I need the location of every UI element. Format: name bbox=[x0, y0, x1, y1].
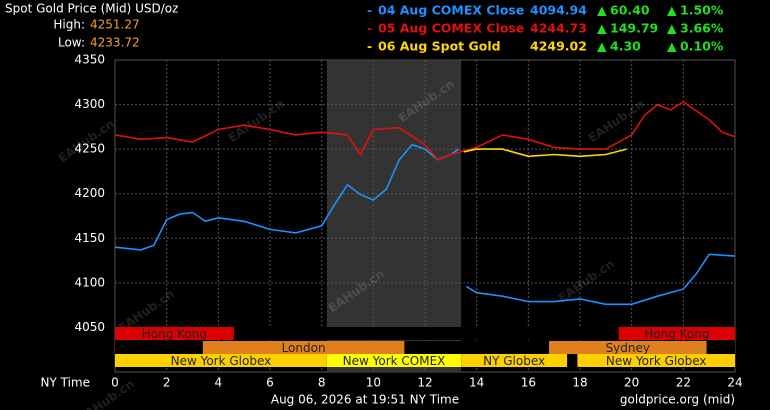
session-label: NY Globex bbox=[483, 354, 545, 368]
low-value: 4233.72 bbox=[90, 36, 140, 50]
legend-arrow: ▲ bbox=[597, 39, 607, 54]
legend-change: 4.30 bbox=[610, 39, 641, 54]
y-tick-label: 4300 bbox=[74, 97, 105, 111]
legend-dash: - bbox=[367, 39, 372, 54]
low-label: Low: bbox=[58, 36, 85, 50]
y-tick-label: 4050 bbox=[74, 320, 105, 334]
legend-close: 4249.02 bbox=[530, 39, 587, 54]
legend-change-pct: 1.50% bbox=[680, 3, 724, 18]
y-tick-label: 4250 bbox=[74, 142, 105, 156]
session-label: Sydney bbox=[606, 341, 650, 355]
high-value: 4251.27 bbox=[90, 18, 140, 32]
legend-name: 06 Aug Spot Gold bbox=[378, 39, 501, 54]
session-bar bbox=[115, 354, 327, 367]
session-label: New York Globex bbox=[606, 354, 707, 368]
x-tick-label: 4 bbox=[215, 376, 223, 390]
x-axis-label: NY Time bbox=[41, 376, 91, 390]
x-tick-label: 2 bbox=[163, 376, 171, 390]
session-label: London bbox=[282, 341, 326, 355]
y-tick-label: 4100 bbox=[74, 275, 105, 289]
series-line bbox=[114, 143, 736, 306]
x-tick-label: 20 bbox=[624, 376, 639, 390]
legend-change-pct: 0.10% bbox=[680, 39, 724, 54]
legend-close: 4244.73 bbox=[530, 21, 587, 36]
x-tick-label: 10 bbox=[366, 376, 381, 390]
session-track bbox=[115, 327, 735, 340]
x-tick-label: 22 bbox=[676, 376, 691, 390]
session-label: Hong Kong bbox=[644, 327, 709, 341]
y-tick-label: 4200 bbox=[74, 186, 105, 200]
highlight-region bbox=[326, 60, 462, 372]
x-tick-label: 18 bbox=[572, 376, 587, 390]
legend-arrow: ▲ bbox=[667, 21, 677, 36]
session-label: New York Globex bbox=[171, 354, 272, 368]
session-bar bbox=[461, 354, 568, 367]
x-tick-label: 0 bbox=[111, 376, 119, 390]
session-bar bbox=[326, 354, 462, 367]
x-tick-label: 24 bbox=[727, 376, 742, 390]
legend-name: 04 Aug COMEX Close bbox=[378, 3, 524, 18]
x-tick-label: 16 bbox=[521, 376, 536, 390]
legend-arrow: ▲ bbox=[667, 3, 677, 18]
legend-arrow: ▲ bbox=[597, 21, 607, 36]
legend-change: 60.40 bbox=[610, 3, 650, 18]
series-line bbox=[114, 100, 736, 161]
x-tick-label: 8 bbox=[318, 376, 326, 390]
y-tick-label: 4150 bbox=[74, 231, 105, 245]
legend-dash: - bbox=[367, 21, 372, 36]
session-bar bbox=[115, 327, 234, 340]
y-tick-label: 4350 bbox=[74, 53, 105, 67]
x-tick-label: 12 bbox=[417, 376, 432, 390]
high-label: High: bbox=[53, 18, 85, 32]
legend-arrow: ▲ bbox=[667, 39, 677, 54]
series-line bbox=[463, 148, 627, 158]
session-bar bbox=[549, 341, 707, 354]
legend-close: 4094.94 bbox=[530, 3, 587, 18]
legend-name: 05 Aug COMEX Close bbox=[378, 21, 524, 36]
watermark: EAHub.cn bbox=[56, 117, 117, 166]
x-tick-label: 6 bbox=[266, 376, 274, 390]
source: goldprice.org (mid) bbox=[620, 393, 735, 407]
legend-change: 149.79 bbox=[610, 21, 658, 36]
session-label: Hong Kong bbox=[142, 327, 207, 341]
session-bar bbox=[202, 341, 405, 354]
session-bar bbox=[577, 354, 735, 367]
legend-change-pct: 3.66% bbox=[680, 21, 724, 36]
legend-arrow: ▲ bbox=[597, 3, 607, 18]
x-tick-label: 14 bbox=[469, 376, 484, 390]
timestamp: Aug 06, 2026 at 19:51 NY Time bbox=[271, 393, 459, 407]
legend-dash: - bbox=[367, 3, 372, 18]
session-bar bbox=[618, 327, 735, 340]
chart-title: Spot Gold Price (Mid) USD/oz bbox=[5, 2, 178, 16]
session-label: New York COMEX bbox=[343, 354, 446, 368]
